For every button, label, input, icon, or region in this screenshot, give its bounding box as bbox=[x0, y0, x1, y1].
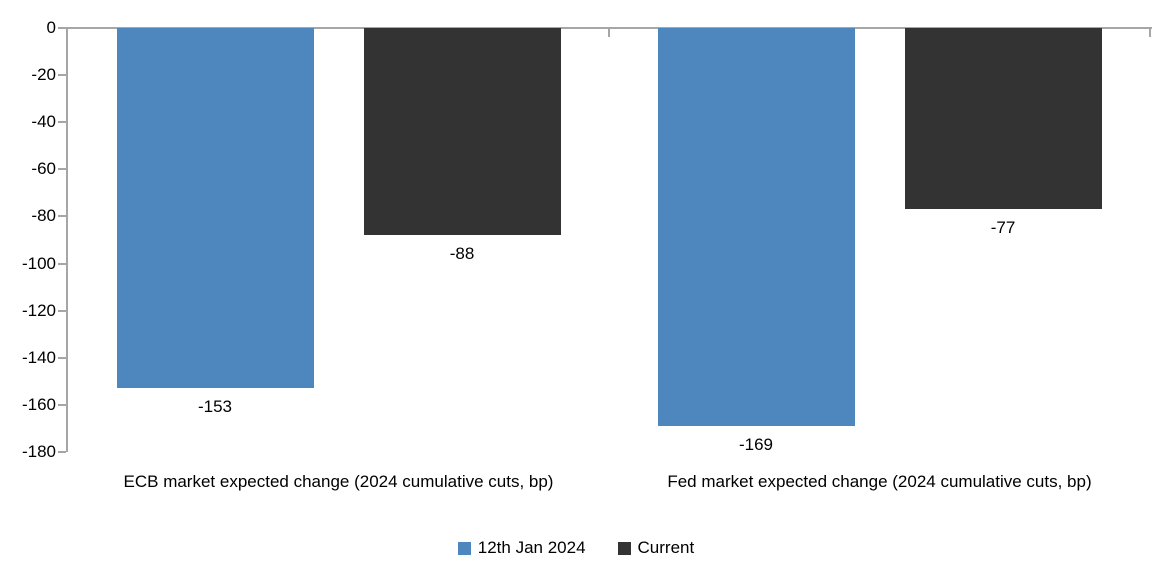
category-label-fed: Fed market expected change (2024 cumulat… bbox=[667, 472, 1092, 491]
category-boundary-tick bbox=[1149, 29, 1151, 37]
y-axis-tick bbox=[58, 121, 66, 124]
zero-baseline bbox=[66, 27, 1152, 29]
bar-value-label: -169 bbox=[738, 435, 774, 455]
y-axis-tick bbox=[58, 74, 66, 77]
y-axis-tick bbox=[58, 403, 66, 406]
legend-swatch-icon bbox=[617, 541, 631, 555]
y-axis-tick bbox=[58, 27, 66, 29]
y-tick-label: -40 bbox=[31, 112, 56, 132]
y-axis-tick bbox=[58, 309, 66, 312]
legend-label: Current bbox=[637, 538, 695, 557]
y-axis-tick bbox=[58, 356, 66, 359]
y-tick-label: -80 bbox=[31, 206, 56, 226]
bar-current-cat1 bbox=[904, 28, 1102, 210]
y-tick-label: -160 bbox=[21, 394, 56, 414]
y-axis-tick bbox=[58, 451, 66, 453]
y-axis-tick bbox=[58, 262, 66, 265]
y-tick-label: -140 bbox=[21, 347, 56, 367]
y-tick-label: 0 bbox=[46, 18, 56, 37]
y-tick-label: -100 bbox=[21, 253, 56, 273]
category-boundary-tick bbox=[608, 29, 610, 37]
y-tick-label: -60 bbox=[31, 159, 56, 179]
legend-swatch-icon bbox=[457, 541, 471, 555]
y-axis-tick bbox=[58, 215, 66, 218]
legend-item: Current bbox=[617, 538, 695, 558]
y-tick-label: -120 bbox=[21, 300, 56, 320]
y-axis-line bbox=[66, 27, 68, 452]
legend: 12th Jan 2024 Current bbox=[0, 538, 1152, 558]
category-label-ecb: ECB market expected change (2024 cumulat… bbox=[123, 472, 554, 491]
bar-12th-jan-2024-cat1 bbox=[657, 28, 855, 427]
y-axis-tick bbox=[58, 168, 66, 171]
bar-current-cat0 bbox=[363, 28, 561, 236]
bar-value-label: -88 bbox=[449, 244, 475, 264]
bar-value-label: -77 bbox=[990, 218, 1016, 238]
bar-12th-jan-2024-cat0 bbox=[116, 28, 314, 389]
y-tick-label: -20 bbox=[31, 65, 56, 85]
y-tick-label: -180 bbox=[21, 442, 56, 461]
bar-value-label: -153 bbox=[197, 397, 233, 417]
legend-item: 12th Jan 2024 bbox=[457, 538, 586, 558]
legend-label: 12th Jan 2024 bbox=[477, 538, 586, 557]
